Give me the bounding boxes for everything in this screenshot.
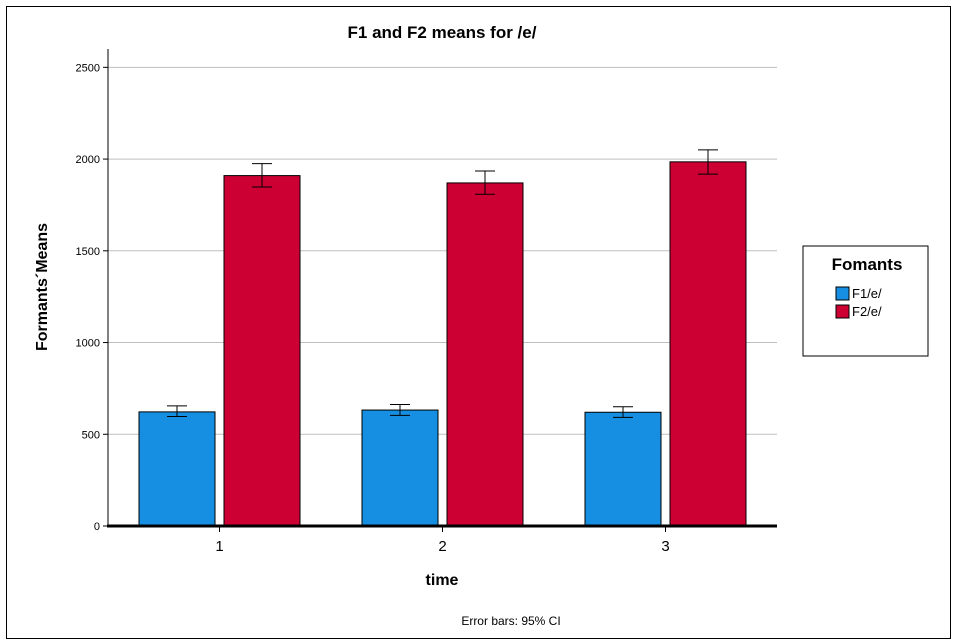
legend-box [802,245,929,357]
bar-F2/e/-1 [223,175,301,527]
y-tick-label-2500: 2500 [76,62,100,74]
legend-swatch-F2/e/ [835,304,850,319]
chart-frame: 0 500 1000 1500 2000 2500 1 2 3 F1 and F2 means… [6,6,951,639]
legend-swatch-F1/e/ [835,286,850,301]
x-tick-label-1: 1 [215,538,223,555]
error-bars-note: Error bars: 95% CI [461,614,560,628]
y-tick-label-1000: 1000 [76,338,100,350]
legend-label-F2/e/: F2/e/ [852,304,882,319]
y-axis-label: Formants´Means [34,223,51,351]
x-tick-labels: 1 2 3 [215,526,670,555]
bar-chart: 0 500 1000 1500 2000 2500 1 2 3 F1 and F2 means… [34,23,929,628]
y-tick-label-2000: 2000 [76,154,100,166]
x-tick-label-2: 2 [438,538,446,555]
gridlines [108,66,777,435]
legend-items: F1/e/F2/e/ [835,286,882,319]
bar-F2/e/-3 [669,161,747,527]
x-tick-label-3: 3 [661,538,669,555]
y-tick-labels: 0 500 1000 1500 2000 2500 [76,62,108,533]
bar-F2/e/-2 [446,182,524,527]
bar-F1/e/-2 [361,409,439,527]
bars [138,161,747,527]
y-tick-label-0: 0 [94,521,100,533]
legend: Fomants F1/e/F2/e/ [802,245,929,357]
y-tick-label-1500: 1500 [76,246,100,258]
bar-F1/e/-3 [584,411,662,527]
chart-title: F1 and F2 means for /e/ [348,23,537,42]
x-axis-label: time [426,572,459,589]
error-bars [167,149,718,418]
legend-title: Fomants [832,255,903,274]
y-tick-label-500: 500 [82,429,100,441]
legend-label-F1/e/: F1/e/ [852,286,882,301]
bar-F1/e/-1 [138,411,216,527]
